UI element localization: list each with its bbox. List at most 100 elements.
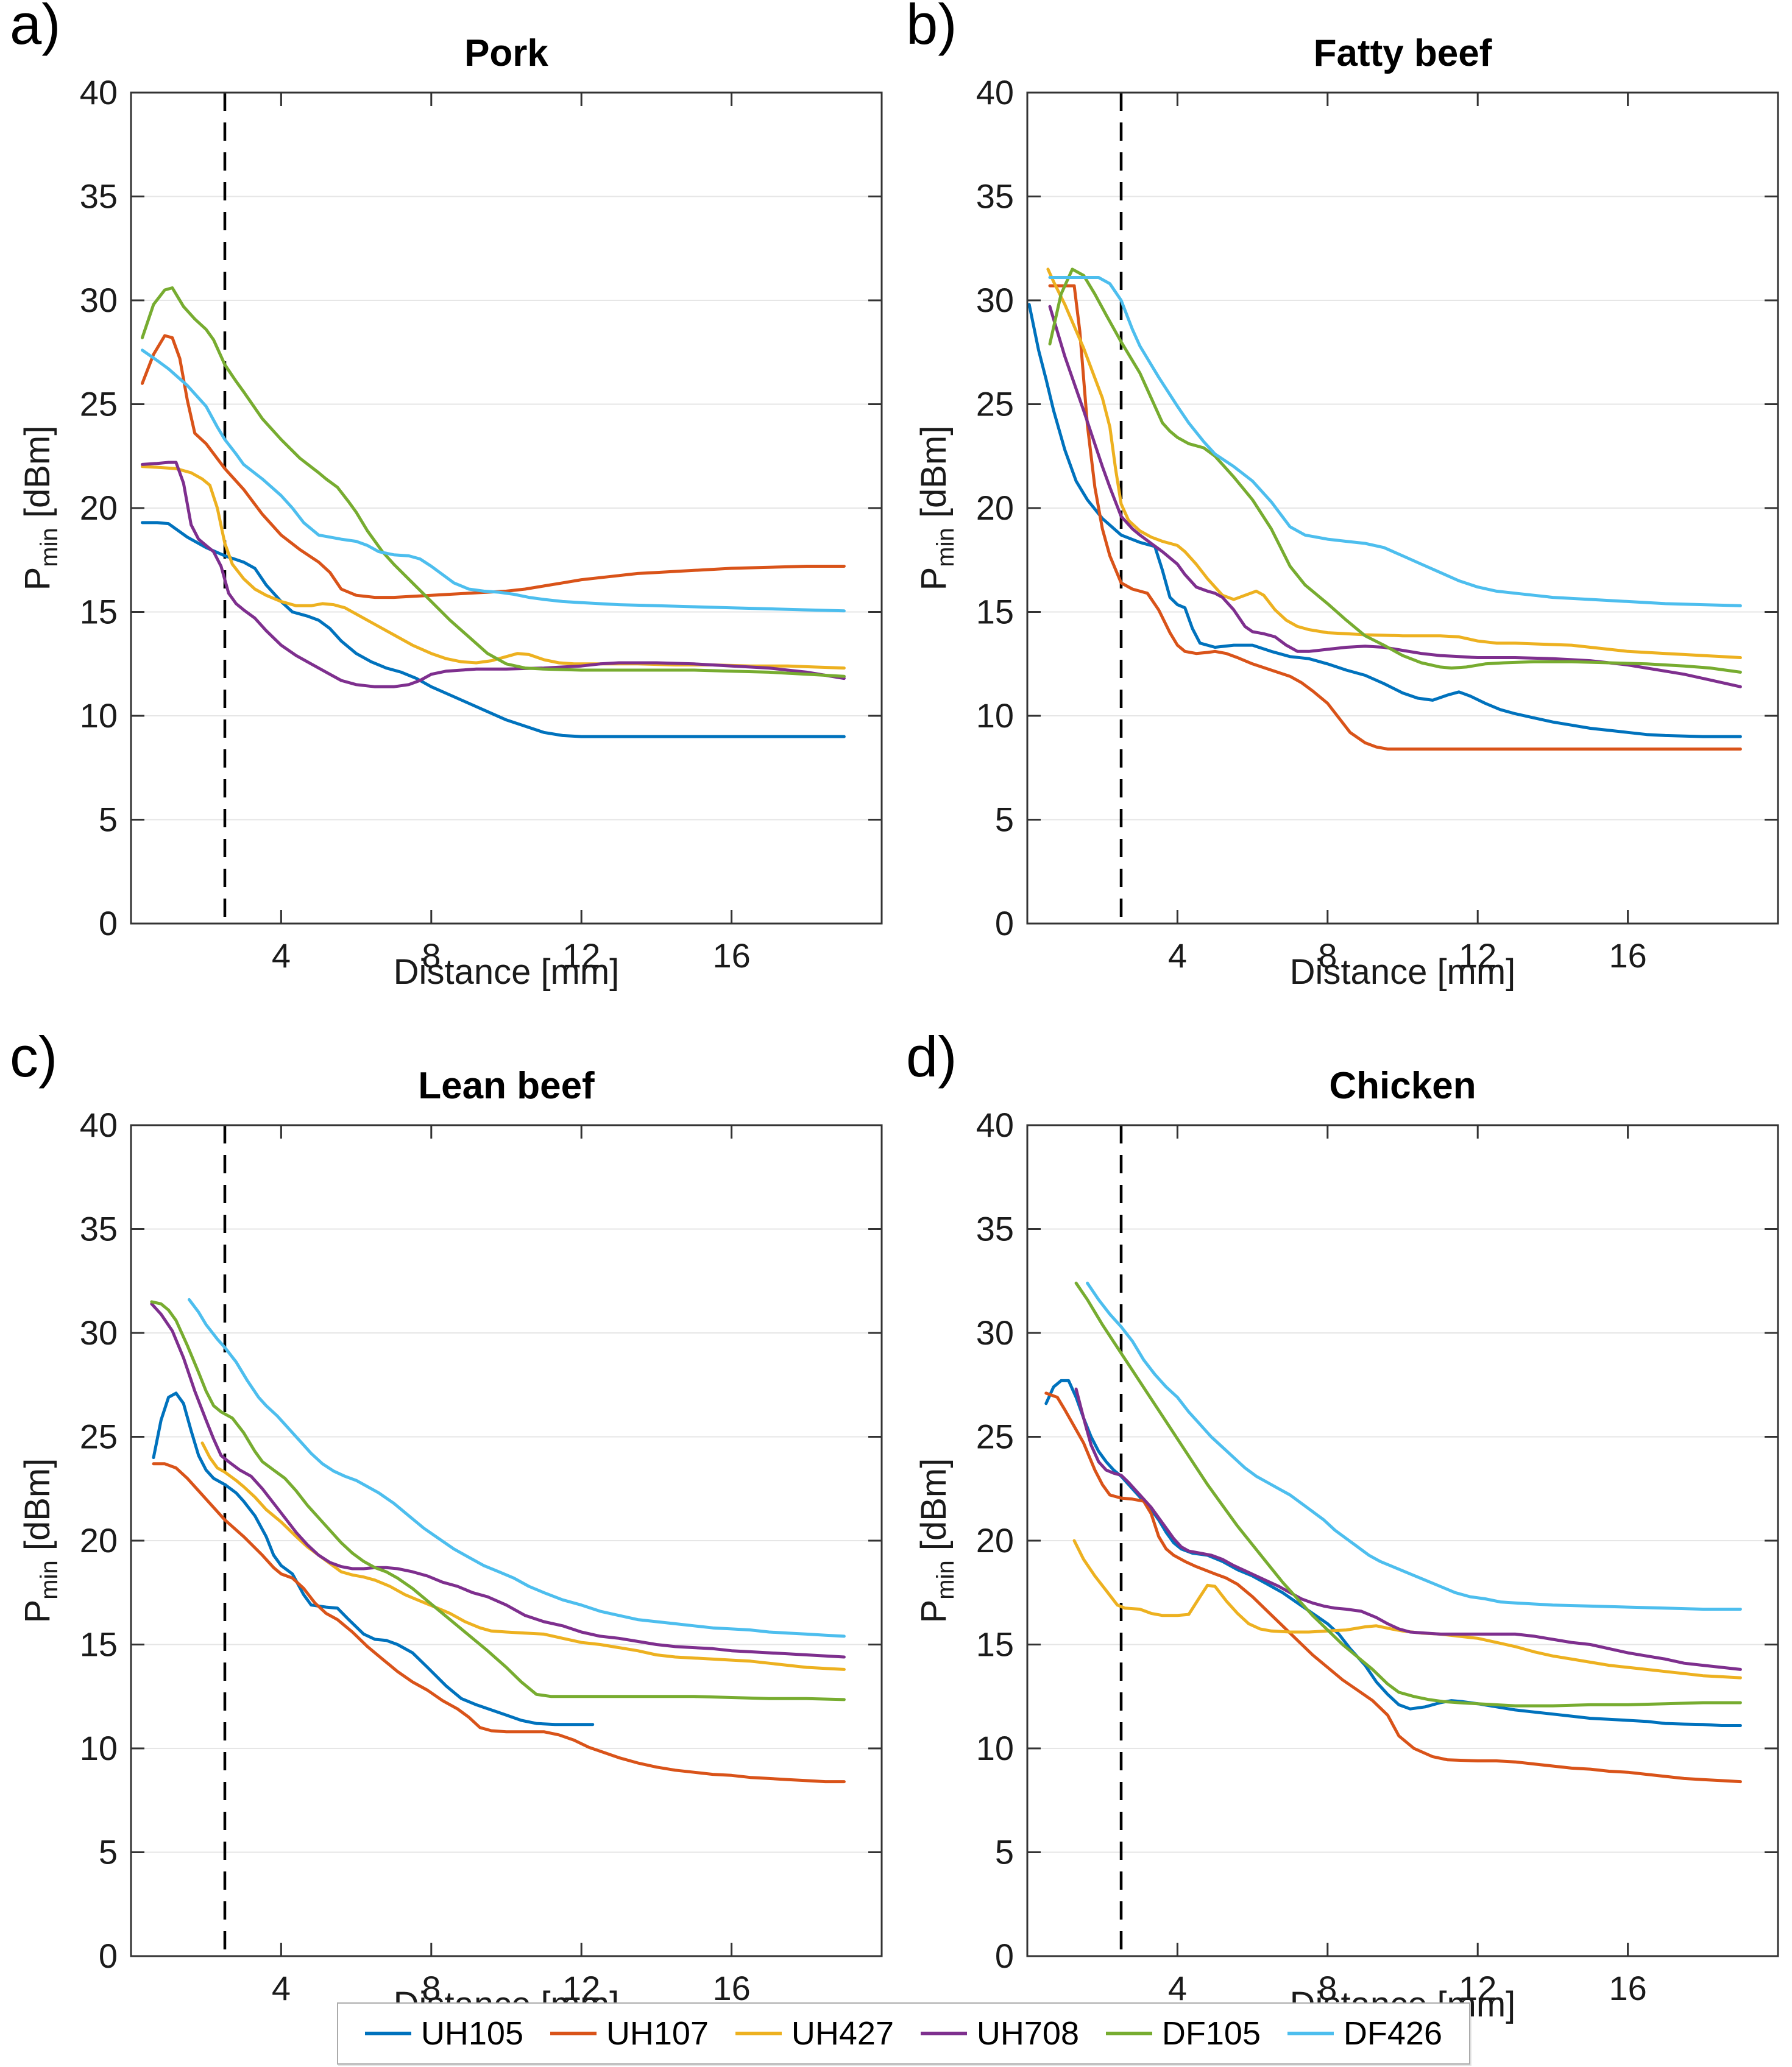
legend-swatch-UH427 [735, 2032, 782, 2035]
legend-label-UH107: UH107 [606, 2015, 709, 2052]
x-tick-label: 8 [422, 1969, 441, 2007]
y-tick-label: 30 [976, 1313, 1014, 1352]
x-tick-label: 12 [1459, 936, 1496, 975]
y-tick-label: 35 [80, 1210, 118, 1248]
x-tick-label: 8 [1318, 936, 1337, 975]
y-tick-label: 20 [976, 489, 1014, 527]
y-tick-label: 0 [99, 904, 118, 942]
series-line-DF105 [1074, 1281, 1742, 1708]
legend-item-UH105: UH105 [364, 2015, 523, 2052]
legend-swatch-UH107 [550, 2032, 597, 2035]
y-tick-label: 15 [80, 593, 118, 631]
y-tick-label: 10 [80, 696, 118, 735]
series-line-UH107 [141, 334, 846, 599]
y-tick-label: 40 [80, 1106, 118, 1144]
series-line-UH105 [1027, 303, 1742, 738]
y-tick-label: 35 [976, 177, 1014, 216]
y-tick-label: 5 [995, 1833, 1014, 1871]
series-line-UH105 [152, 1391, 595, 1726]
y-tick-label: 15 [80, 1625, 118, 1664]
y-tick-label: 5 [99, 1833, 118, 1871]
y-tick-label: 25 [80, 385, 118, 423]
y-tick-label: 30 [976, 281, 1014, 319]
x-tick-label: 12 [1459, 1969, 1496, 2007]
y-tick-label: 25 [976, 385, 1014, 423]
legend-label-DF426: DF426 [1343, 2015, 1442, 2052]
x-tick-label: 8 [422, 936, 441, 975]
series-line-UH708 [141, 461, 846, 688]
chart-b: 4 8 12 16 0 5 10 15 20 25 30 35 40 [976, 73, 1779, 975]
panel-title-fatty-beef: Fatty beef [1313, 32, 1492, 74]
panel-letter-d: d) [906, 1025, 957, 1089]
legend: UH105 UH107 UH427 UH708 DF105 DF426 [337, 2002, 1470, 2065]
x-tick-label: 16 [1609, 936, 1646, 975]
y-tick-label: 0 [99, 1937, 118, 1975]
legend-item-UH427: UH427 [735, 2015, 894, 2052]
y-tick-label: 25 [976, 1418, 1014, 1456]
series-line-UH107 [1044, 1391, 1742, 1784]
series-line-DF426 [1048, 276, 1742, 607]
x-tick-label: 4 [272, 936, 291, 975]
x-axis-label: Distance [mm] [1289, 952, 1516, 992]
legend-item-DF105: DF105 [1105, 2015, 1261, 2052]
y-tick-label: 20 [976, 1521, 1014, 1560]
panel-letter-c: c) [10, 1025, 58, 1089]
legend-label-UH105: UH105 [420, 2015, 523, 2052]
y-tick-label: 30 [80, 281, 118, 319]
panel-letter-a: a) [10, 0, 61, 56]
series-line-UH708 [1074, 1387, 1742, 1671]
chart-a: 4 8 12 16 0 5 10 15 20 25 30 35 40 [80, 73, 883, 975]
series-line-DF105 [1048, 267, 1742, 674]
x-tick-label: 12 [562, 936, 600, 975]
series-line-DF426 [1086, 1281, 1742, 1611]
series-line-UH708 [1048, 305, 1742, 688]
series-line-UH107 [1048, 284, 1742, 751]
legend-swatch-UH708 [920, 2032, 967, 2035]
y-axis-label: Pmin [dBm] [914, 1458, 959, 1624]
series-line-DF426 [141, 348, 846, 613]
y-tick-label: 5 [99, 800, 118, 839]
series-line-DF105 [150, 1300, 846, 1701]
series-line-UH708 [150, 1302, 846, 1659]
x-tick-label: 4 [1168, 936, 1187, 975]
legend-swatch-DF105 [1105, 2032, 1152, 2035]
x-axis-label: Distance [mm] [393, 952, 620, 992]
panel-title-chicken: Chicken [1329, 1065, 1476, 1107]
series-line-UH427 [200, 1441, 846, 1671]
y-tick-label: 10 [976, 1729, 1014, 1767]
legend-item-UH107: UH107 [550, 2015, 709, 2052]
series-line-UH105 [141, 521, 846, 738]
y-tick-label: 40 [976, 73, 1014, 111]
y-tick-label: 10 [80, 1729, 118, 1767]
y-tick-label: 40 [80, 73, 118, 111]
panel-pork: 4 8 12 16 0 5 10 15 20 25 30 35 40 a) Pork Pmin [dBm… [0, 0, 896, 1011]
legend-label-UH427: UH427 [791, 2015, 894, 2052]
y-tick-label: 20 [80, 489, 118, 527]
panel-title-pork: Pork [464, 32, 548, 74]
y-tick-label: 35 [80, 177, 118, 216]
y-tick-label: 0 [995, 904, 1014, 942]
legend-label-UH708: UH708 [976, 2015, 1079, 2052]
y-tick-label: 0 [995, 1937, 1014, 1975]
series-line-UH107 [152, 1462, 846, 1784]
y-axis-label: Pmin [dBm] [18, 425, 63, 591]
x-tick-label: 4 [1168, 1969, 1187, 2007]
legend-item-UH708: UH708 [920, 2015, 1079, 2052]
series-line-UH427 [1072, 1539, 1742, 1680]
y-axis-label: Pmin [dBm] [18, 1458, 63, 1624]
panel-lean-beef: 4 8 12 16 0 5 10 15 20 25 30 35 40 c) Lean beef Pmin… [0, 1025, 896, 2044]
legend-swatch-UH105 [364, 2032, 411, 2035]
y-tick-label: 10 [976, 696, 1014, 735]
x-tick-label: 16 [1609, 1969, 1646, 2007]
y-tick-label: 15 [976, 593, 1014, 631]
panel-fatty-beef: 4 8 12 16 0 5 10 15 20 25 30 35 40 b) Fatty beef Pmi… [896, 0, 1792, 1011]
chart-d: 4 8 12 16 0 5 10 15 20 25 30 35 40 [976, 1106, 1779, 2007]
panel-title-lean-beef: Lean beef [418, 1065, 595, 1107]
y-tick-label: 5 [995, 800, 1014, 839]
legend-label-DF105: DF105 [1161, 2015, 1261, 2052]
chart-c: 4 8 12 16 0 5 10 15 20 25 30 35 40 [80, 1106, 883, 2007]
series-line-UH427 [1046, 267, 1742, 659]
legend-swatch-DF426 [1287, 2032, 1334, 2035]
series-line-DF426 [188, 1298, 846, 1638]
